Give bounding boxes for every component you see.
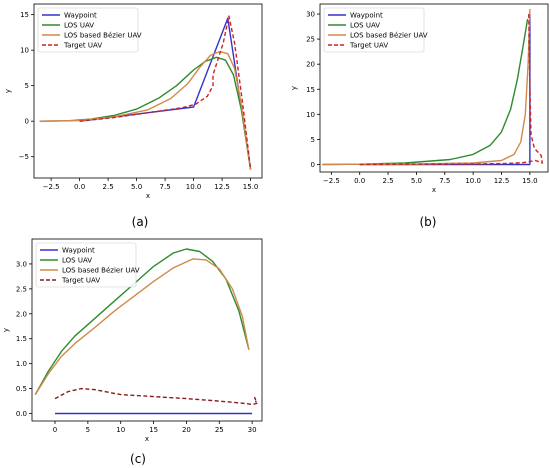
x-tick-label: 0.0 (74, 183, 85, 191)
x-tick-label: 5 (86, 426, 90, 434)
subplot-label-a: (a) (132, 215, 149, 229)
legend-label: LOS UAV (350, 22, 380, 30)
y-tick-label: 0 (25, 118, 29, 126)
x-tick-label: 7.5 (160, 183, 171, 191)
legend-frame (37, 7, 139, 53)
axes-frame (33, 3, 263, 179)
x-tick-label: 15.0 (243, 183, 259, 191)
x-axis-label: x (145, 435, 149, 443)
legend-label: LOS UAV (62, 257, 92, 265)
y-tick-label: 2.0 (16, 310, 27, 318)
x-tick-label: 0.0 (354, 177, 365, 185)
legend-label: LOS based Bézier UAV (350, 32, 428, 40)
subplot-label-c: (c) (130, 452, 146, 466)
legend: Waypoint LOS UAV LOS based Bézier UAV Targe… (37, 7, 142, 53)
y-tick-label: 25 (306, 36, 315, 44)
x-tick-label: 10 (116, 426, 125, 434)
series-line-target-uav (54, 387, 258, 406)
y-tick-label: 5 (25, 82, 29, 90)
x-tick-label: 7.5 (439, 177, 450, 185)
x-axis-label: x (146, 192, 150, 200)
y-tick-label: 0.0 (16, 410, 27, 418)
chart-panels: −2.5 0.0 2.5 5.0 7.5 10.0 12.5 15.0−5051015xyWa… (2, 3, 549, 443)
x-tick-label: −2.5 (323, 177, 340, 185)
x-axis-label: x (432, 186, 436, 194)
y-tick-label: 2.5 (16, 285, 27, 293)
x-tick-label: 2.5 (103, 183, 114, 191)
legend-label: Waypoint (62, 247, 95, 255)
legend-label: Target UAV (63, 42, 102, 50)
y-tick-label: 1.5 (16, 335, 27, 343)
series-line-target-uav (79, 15, 252, 170)
y-tick-label: −5 (19, 153, 29, 161)
x-tick-label: 12.5 (214, 183, 230, 191)
y-tick-label: 0.5 (16, 385, 27, 393)
legend-label: LOS based Bézier UAV (62, 267, 140, 275)
x-tick-label: 10.0 (465, 177, 481, 185)
y-tick-label: 10 (306, 111, 315, 119)
legend-label: LOS based Bézier UAV (64, 32, 142, 40)
legend-label: Waypoint (350, 12, 383, 20)
legend: Waypoint LOS UAV LOS based Bézier UAV Targe… (323, 7, 428, 53)
x-tick-label: 5.0 (131, 183, 142, 191)
x-tick-label: 25 (215, 426, 224, 434)
axes-frame (319, 3, 549, 173)
x-tick-label: 20 (182, 426, 191, 434)
y-axis-label: y (4, 89, 12, 93)
legend-frame (323, 7, 425, 53)
chart-panel-c: 0 5 10 15 20 25 30 0.0 0.5 1.0 1.5 2.0 2.5 3.0 x y Waypo… (2, 238, 263, 443)
legend-label: Target UAV (61, 277, 100, 285)
y-tick-label: 0 (311, 161, 315, 169)
chart-panel-a: −2.5 0.0 2.5 5.0 7.5 10.0 12.5 15.0 −5 0 5 10 15 x y Wa… (4, 3, 263, 200)
x-tick-label: 5.0 (411, 177, 422, 185)
x-tick-label: 12.5 (494, 177, 510, 185)
subplot-label-b: (b) (420, 215, 437, 229)
y-tick-label: 1.0 (16, 360, 27, 368)
legend-label: Waypoint (64, 12, 97, 20)
y-tick-label: 15 (20, 11, 29, 19)
x-tick-label: 10.0 (186, 183, 202, 191)
y-tick-label: 10 (20, 47, 29, 55)
series-line-target-uav (359, 11, 543, 166)
legend-frame (35, 242, 137, 288)
y-tick-label: 15 (306, 86, 315, 94)
legend: Waypoint LOS UAV LOS based Bézier UAV Targe… (35, 242, 140, 288)
legend-label: Target UAV (349, 42, 388, 50)
y-tick-label: 20 (306, 61, 315, 69)
x-tick-label: 2.5 (382, 177, 393, 185)
y-tick-label: 30 (306, 11, 315, 19)
x-tick-label: −2.5 (43, 183, 60, 191)
x-tick-label: 15.0 (522, 177, 538, 185)
y-axis-label: y (2, 328, 10, 332)
chart-panel-b: −2.5 0.0 2.5 5.0 7.5 10.0 12.5 15.0 0 5 10 15 20 25 30… (290, 3, 549, 194)
y-tick-label: 5 (311, 136, 315, 144)
y-axis-label: y (290, 86, 298, 90)
series-line-los-based-b-zier-uav (34, 258, 250, 395)
y-tick-label: 3.0 (16, 260, 27, 268)
legend-label: LOS UAV (64, 22, 94, 30)
axes-frame (31, 238, 263, 422)
x-tick-label: 15 (149, 426, 158, 434)
x-tick-label: 0 (53, 426, 57, 434)
x-tick-label: 30 (248, 426, 257, 434)
